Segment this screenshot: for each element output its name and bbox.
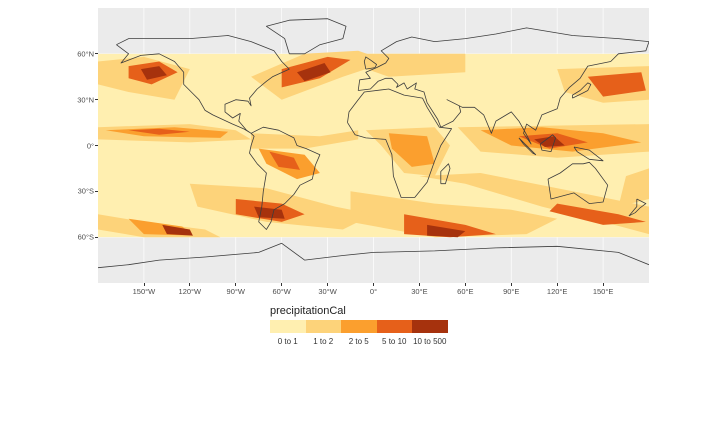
x-tick-mark [281,283,283,286]
y-tick-mark [95,145,98,146]
precipitation-bands [98,50,649,238]
coastline-sumatra [518,137,537,156]
precip-band-10-to-500 [427,224,466,238]
x-tick-label: 60°E [457,287,474,296]
x-tick-mark [373,283,374,286]
precip-band-5-to-10 [128,128,190,135]
coastline-greenland [265,18,347,55]
x-tick-mark [464,283,466,286]
precip-band-10-to-500 [254,206,285,219]
x-tick-mark [602,283,604,286]
precip-band-5-to-10 [587,72,646,97]
x-tick-mark [510,283,512,286]
y-tick-mark [95,190,98,192]
legend-title: precipitationCal [270,305,346,317]
legend-label: 1 to 2 [313,337,334,346]
precip-band-1-to-2 [350,191,558,238]
precip-band-5-to-10 [404,214,496,238]
precip-band-5-to-10 [549,203,646,225]
coastline-antarctica [98,242,649,269]
precip-band-10-to-500 [297,63,331,82]
x-tick-label: 60°W [272,287,291,296]
legend-keys [270,320,448,333]
precip-band-1-to-2 [618,168,649,207]
precip-band-10-to-500 [162,224,193,236]
x-tick-label: 90°E [503,287,520,296]
coastline-south-america [249,126,321,230]
x-tick-label: 30°E [411,287,428,296]
legend-label: 5 to 10 [382,337,407,346]
x-tick-mark [556,283,558,286]
x-tick-mark [419,283,420,286]
x-tick-mark [235,283,237,286]
x-tick-mark [189,283,191,286]
x-tick-label: 90°W [226,287,245,296]
y-tick-label: 60°N [77,49,94,59]
precip-band-1-to-2 [358,53,466,77]
x-tick-label: 150°E [592,287,614,296]
legend-swatch [412,320,448,333]
x-tick-label: 30°W [318,287,337,296]
coastline-new-guinea [573,146,604,162]
coastlines [98,18,649,269]
map-panel [98,8,649,283]
legend-swatch [341,320,377,333]
x-tick-label: 120°E [546,287,568,296]
legend-label: 0 to 1 [277,337,298,346]
coastline-north-america [116,35,290,134]
coastline-australia [547,161,609,205]
legend-label: 2 to 5 [348,337,369,346]
x-tick-mark [327,283,328,286]
coastline-eurasia [357,27,649,145]
precipitation-map [98,8,649,283]
x-tick-label: 120°W [178,287,202,296]
coastline-japan [572,82,592,99]
y-tick-mark [95,99,98,101]
x-tick-label: 0° [369,287,378,296]
precip-band-2-to-5 [388,133,435,167]
x-tick-mark [143,283,145,286]
x-tick-label: 150°W [132,287,156,296]
y-tick-label: 0° [86,141,94,150]
precip-band-10-to-500 [534,136,565,147]
coastline-borneo [539,134,557,153]
legend-swatch [270,320,306,333]
y-tick-label: 30°S [77,186,94,196]
precip-band-10-to-500 [140,66,167,80]
y-tick-label: 30°N [77,95,94,105]
coastline-africa [347,88,453,198]
coastline-madagascar [440,163,451,185]
coastline-new-zealand [628,198,647,217]
legend-swatch [305,320,341,333]
y-tick-mark [95,236,98,238]
legend-swatch [376,320,412,333]
legend-label: 10 to 500 [413,337,447,346]
y-tick-label: 60°S [77,232,94,242]
precip-band-1-to-2 [251,130,359,149]
legend: precipitationCal 0 to 1 1 to 2 2 to 5 5 to … [270,305,448,346]
precip-band-5-to-10 [269,151,300,170]
legend-labels: 0 to 1 1 to 2 2 to 5 5 to 10 10 to 500 [270,337,448,346]
y-tick-mark [95,53,98,55]
coastline-uk [363,56,378,70]
